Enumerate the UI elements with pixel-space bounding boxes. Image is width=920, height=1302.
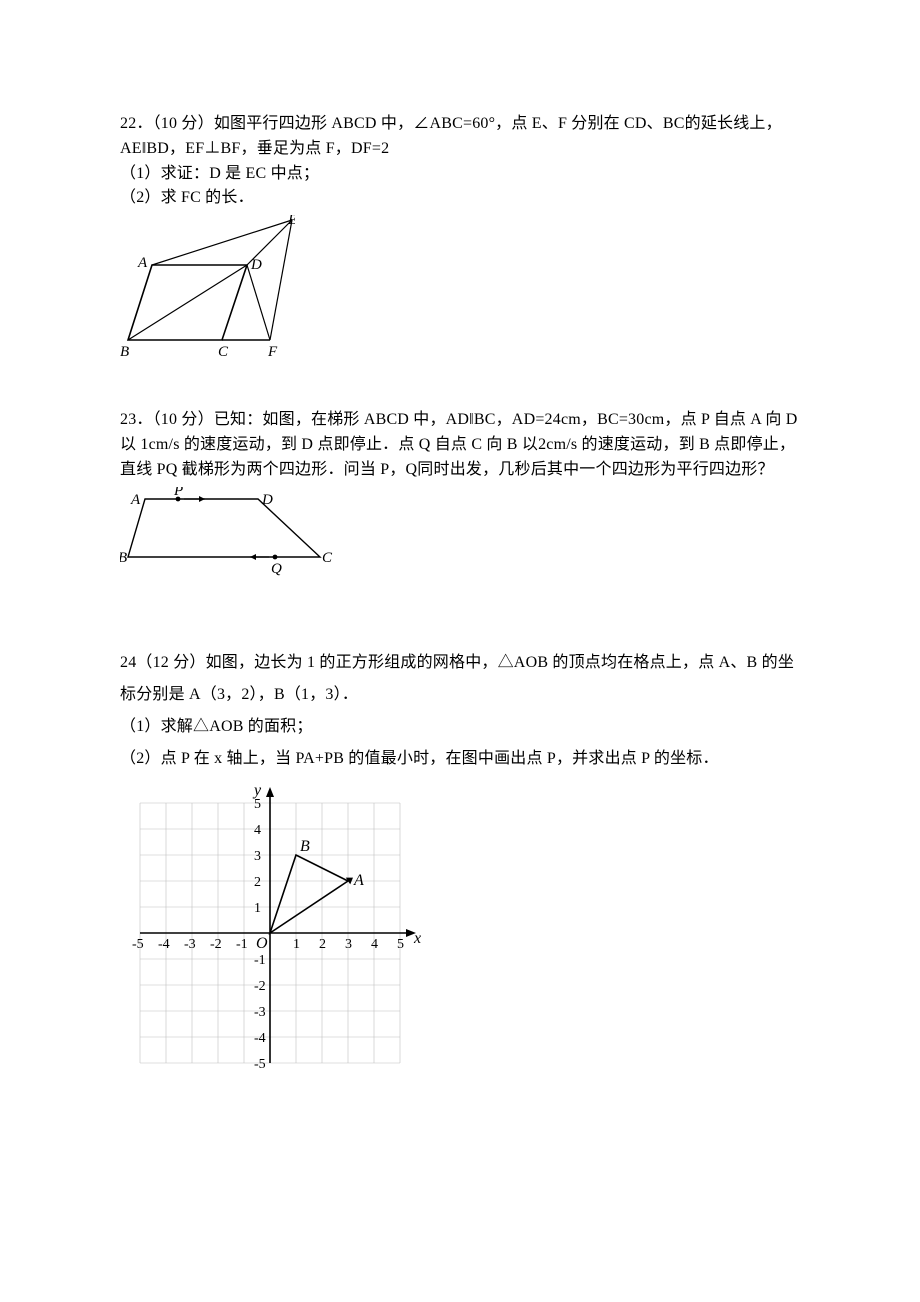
svg-text:A: A <box>353 872 364 889</box>
q23-pts: （10 分） <box>153 411 214 428</box>
svg-text:-3: -3 <box>254 1005 266 1020</box>
q22-sub2: （2）求 FC 的长． <box>120 186 800 211</box>
svg-text:B: B <box>120 344 129 360</box>
svg-text:P: P <box>173 487 183 499</box>
svg-text:-5: -5 <box>254 1057 266 1072</box>
svg-text:F: F <box>267 344 278 360</box>
q22-body: 如图平行四边形 ABCD 中，∠ABC=60°，点 E、F 分别在 CD、BC的… <box>120 115 782 157</box>
svg-text:A: A <box>130 492 141 508</box>
svg-text:3: 3 <box>254 849 261 864</box>
q24-figure: -5 -4 -3 -2 -1 1 2 3 4 5 -5 -4 -3 -2 -1 1 2 3 4 5 A B Ox y <box>120 781 425 1086</box>
svg-text:1: 1 <box>254 901 261 916</box>
q24-num: 24 <box>120 654 136 671</box>
q24-sub1: （1）求解△AOB 的面积； <box>120 711 800 743</box>
q24-sub2: （2）点 P 在 x 轴上，当 PA+PB 的值最小时，在图中画出点 P，并求出… <box>120 743 800 775</box>
q23-figure: A D B C P Q <box>120 487 335 577</box>
q23-body: 已知：如图，在梯形 ABCD 中，AD‖BC，AD=24cm，BC=30cm，点… <box>120 411 798 478</box>
q23-num: 23． <box>120 411 153 428</box>
svg-text:-5: -5 <box>132 937 144 952</box>
svg-text:2: 2 <box>254 875 261 890</box>
svg-text:O: O <box>256 935 268 952</box>
svg-text:x: x <box>413 930 421 947</box>
q22-figure: A B C D E F <box>120 215 295 360</box>
svg-text:1: 1 <box>293 937 300 952</box>
q24-pts: （12 分） <box>136 654 205 671</box>
svg-text:D: D <box>250 257 262 273</box>
q22-sub1: （1）求证：D 是 EC 中点； <box>120 162 800 187</box>
svg-text:C: C <box>218 344 229 360</box>
svg-text:5: 5 <box>397 937 404 952</box>
q24-body: 如图，边长为 1 的正方形组成的网格中，△AOB 的顶点均在格点上，点 A、B … <box>120 654 794 703</box>
svg-text:4: 4 <box>371 937 378 952</box>
svg-text:-4: -4 <box>254 1031 266 1046</box>
q22-num: 22． <box>120 115 153 132</box>
svg-text:y: y <box>252 782 262 799</box>
q24-text: 24（12 分）如图，边长为 1 的正方形组成的网格中，△AOB 的顶点均在格点… <box>120 647 800 711</box>
svg-text:3: 3 <box>345 937 352 952</box>
svg-text:-3: -3 <box>184 937 196 952</box>
svg-text:-1: -1 <box>236 937 248 952</box>
svg-text:-1: -1 <box>254 953 266 968</box>
q23-text: 23．（10 分）已知：如图，在梯形 ABCD 中，AD‖BC，AD=24cm，… <box>120 408 800 482</box>
svg-text:4: 4 <box>254 823 261 838</box>
svg-text:C: C <box>322 550 333 566</box>
svg-text:-2: -2 <box>210 937 222 952</box>
q22-pts: （10 分） <box>153 115 214 132</box>
q22-text: 22．（10 分）如图平行四边形 ABCD 中，∠ABC=60°，点 E、F 分… <box>120 112 800 162</box>
svg-text:Q: Q <box>271 561 282 577</box>
svg-text:A: A <box>137 255 148 271</box>
svg-text:-2: -2 <box>254 979 266 994</box>
svg-text:-4: -4 <box>158 937 170 952</box>
svg-text:2: 2 <box>319 937 326 952</box>
svg-text:E: E <box>287 215 295 228</box>
svg-text:B: B <box>120 550 127 566</box>
svg-text:D: D <box>261 492 273 508</box>
svg-text:5: 5 <box>254 797 261 812</box>
svg-text:B: B <box>300 838 310 855</box>
